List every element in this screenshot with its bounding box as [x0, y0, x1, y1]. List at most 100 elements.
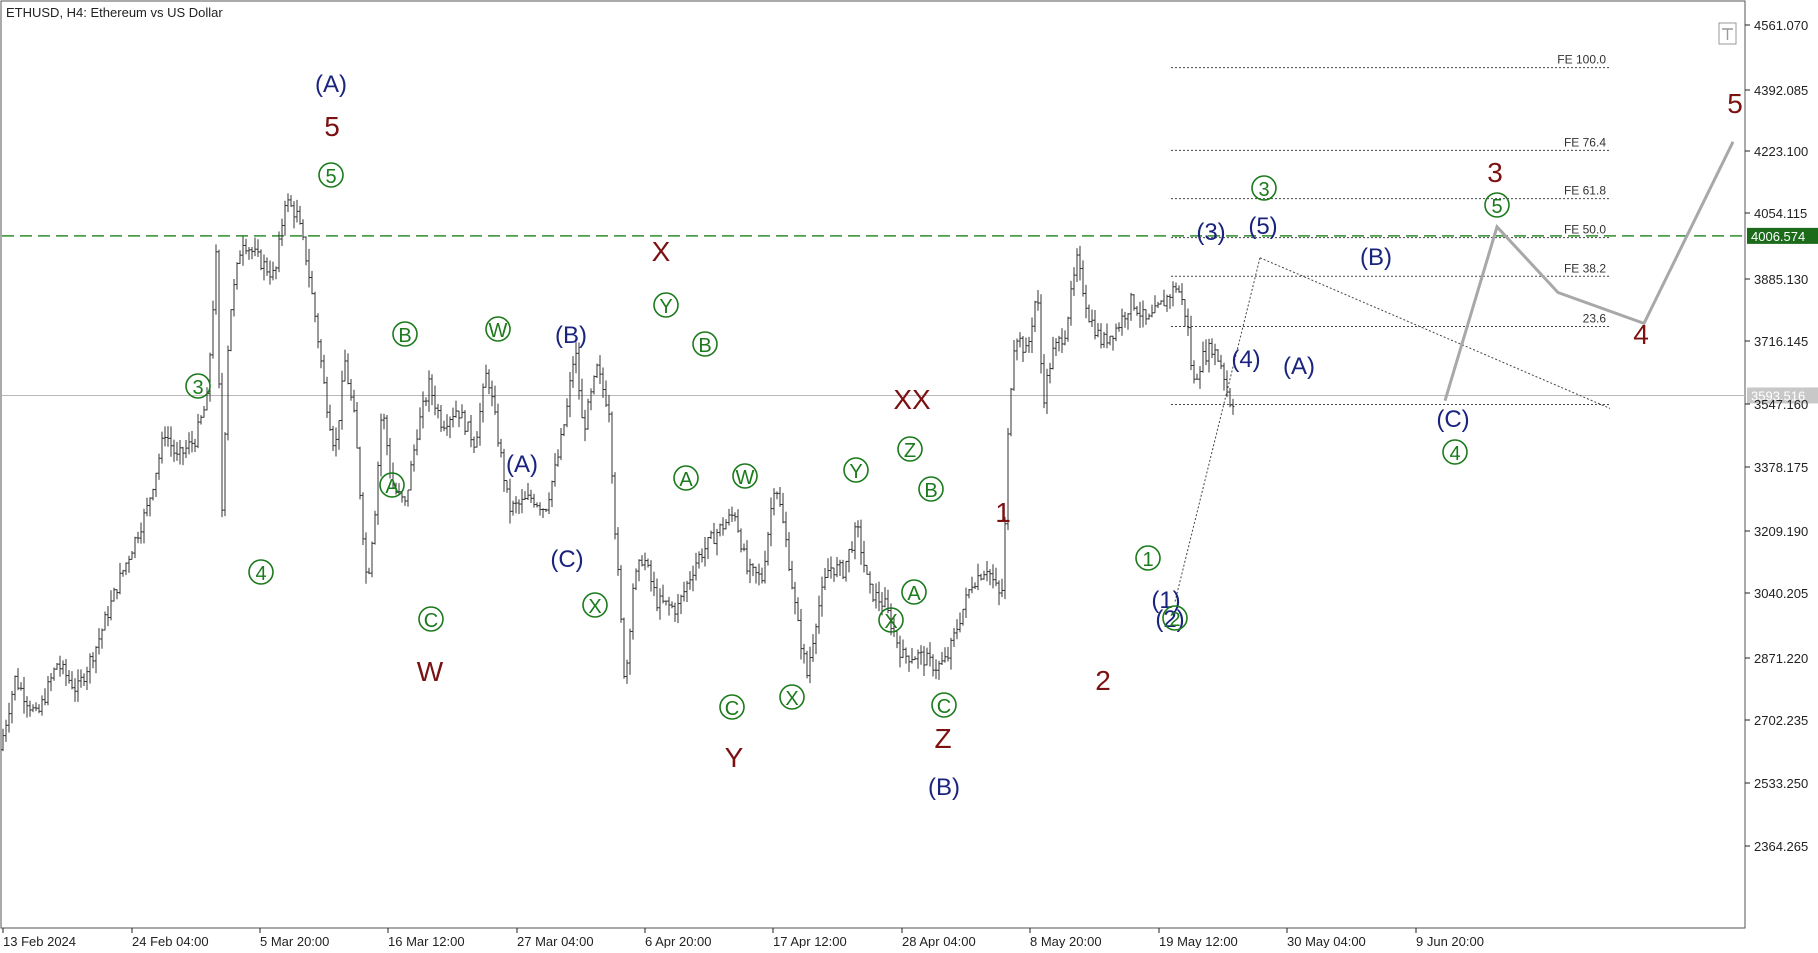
wave-label-circle	[901, 579, 927, 605]
time-tick-label: 16 Mar 12:00	[388, 934, 465, 948]
wave-label-green-circled: 3	[185, 373, 211, 399]
horizontal-levels: 4006.574 3593.516	[2, 227, 1818, 404]
wave-label-text: 4	[255, 563, 266, 585]
wave-label-text: B	[398, 325, 411, 347]
wave-label-green-circled: C	[931, 692, 957, 718]
wave-label-text: Y	[659, 296, 672, 318]
wave-label-text: A	[907, 583, 921, 605]
wave-label-green-circled: B	[692, 331, 718, 357]
time-tick-label: 24 Feb 04:00	[132, 934, 209, 948]
wave-label-circle	[719, 694, 745, 720]
wave-label-text: XX	[893, 384, 931, 415]
time-axis: 13 Feb 2024 24 Feb 04:00 5 Mar 20:00 16 Mar…	[2, 928, 1484, 949]
support-trendline	[1174, 257, 1261, 602]
wave-label-text: 5	[325, 166, 336, 188]
wave-label-circle	[897, 436, 923, 462]
wave-label-text: 4	[1633, 319, 1649, 350]
wave-label-navy: (B)	[1360, 244, 1392, 271]
wave-label-navy: (A)	[1283, 353, 1315, 380]
wave-label-text: X	[588, 596, 601, 618]
wave-label-circle	[653, 292, 679, 318]
fib-level-label: FE 76.4	[1564, 135, 1606, 149]
wave-label-text: Z	[904, 440, 916, 462]
wave-label-green-circled: A	[673, 465, 699, 491]
wave-label-text: 4	[1449, 443, 1460, 465]
price-tick-label: 4561.070	[1754, 18, 1808, 33]
time-tick-label: 9 Jun 20:00	[1416, 934, 1484, 948]
wave-label-green-circled: W	[732, 463, 758, 489]
wave-label-text: 2	[1169, 609, 1180, 631]
wave-label-text: X	[884, 611, 897, 633]
fib-level-label: FE 100.0	[1557, 53, 1606, 67]
wave-label-text: 3	[1487, 157, 1503, 188]
current-price-label: 3593.516	[1751, 388, 1805, 403]
wave-label-green-circled: C	[418, 606, 444, 632]
price-axis: 4561.070 4392.085 4223.100 4054.115 3885.130…	[1745, 18, 1808, 854]
wave-label-text: 5	[1491, 196, 1502, 218]
triangle-upper-trendline	[1259, 257, 1611, 409]
wave-label-text: W	[489, 320, 508, 342]
wave-label-navy: (B)	[928, 774, 960, 801]
price-tick-label: 3040.205	[1754, 586, 1808, 601]
wave-label-circle	[392, 321, 418, 347]
drawn-lines	[1174, 141, 1735, 602]
wave-label-green-circled: W	[485, 316, 511, 342]
wave-label-navy: (5)	[1248, 213, 1277, 240]
wave-label-green-circled: 4	[248, 559, 274, 585]
price-tick-label: 2871.220	[1754, 651, 1808, 666]
wave-label-text: (4)	[1231, 346, 1260, 373]
wave-label-circle	[1484, 192, 1510, 218]
price-tick-label: 3547.160	[1754, 397, 1808, 412]
wave-label-green-circled: B	[392, 321, 418, 347]
wave-label-navy: (4)	[1231, 346, 1260, 373]
wave-label-circle	[673, 465, 699, 491]
chart-title: ETHUSD, H4: Ethereum vs US Dollar	[6, 5, 223, 20]
wave-label-text: C	[424, 610, 438, 632]
scroll-toggle-icon[interactable]	[1718, 22, 1737, 45]
wave-label-maroon: Z	[934, 723, 951, 754]
wave-label-maroon: 5	[1727, 88, 1743, 119]
wave-label-text: 1	[1142, 549, 1153, 571]
wave-label-text: (A)	[1283, 353, 1315, 380]
wave-label-text: (C)	[1436, 406, 1469, 433]
wave-label-navy: (C)	[550, 546, 583, 573]
price-tick-label: 4392.085	[1754, 83, 1808, 98]
resistance-price-label: 4006.574	[1751, 229, 1805, 244]
wave-label-text: (B)	[555, 322, 587, 349]
wave-label-green-circled: 5	[318, 162, 344, 188]
time-tick-label: 13 Feb 2024	[3, 934, 76, 948]
time-tick-label: 27 Mar 04:00	[517, 934, 594, 948]
wave-label-green-circled: A	[901, 579, 927, 605]
wave-label-text: W	[736, 467, 755, 489]
wave-label-green-circled: 2	[1162, 605, 1188, 631]
time-tick-label: 28 Apr 04:00	[902, 934, 976, 948]
wave-label-navy: (C)	[1436, 406, 1469, 433]
wave-label-text: (A)	[506, 451, 538, 478]
wave-label-text: 1	[995, 497, 1011, 528]
wave-label-navy: (A)	[315, 71, 347, 98]
wave-label-circle	[918, 476, 944, 502]
wave-label-green-circled: C	[719, 694, 745, 720]
wave-label-text: (B)	[1360, 244, 1392, 271]
plot-frame	[0, 0, 1746, 929]
wave-label-text: 3	[192, 377, 203, 399]
time-tick-label: 6 Apr 20:00	[645, 934, 712, 948]
fib-level-label: 23.6	[1583, 312, 1607, 326]
price-tick-label: 3378.175	[1754, 460, 1808, 475]
wave-label-circle	[379, 472, 405, 498]
wave-label-circle	[248, 559, 274, 585]
wave-label-circle	[1162, 605, 1188, 631]
wave-label-circle	[1442, 439, 1468, 465]
projected-wave-path	[1443, 141, 1735, 402]
wave-label-text: 2	[1095, 665, 1111, 696]
wave-label-green-circled: Z	[897, 436, 923, 462]
wave-label-circle	[185, 373, 211, 399]
wave-label-text: A	[679, 469, 693, 491]
wave-label-green-circled: A	[379, 472, 405, 498]
wave-label-circle	[878, 607, 904, 633]
wave-label-green-circled: Y	[653, 292, 679, 318]
wave-label-circle	[1251, 175, 1277, 201]
fib-level-label: FE 50.0	[1564, 223, 1606, 237]
wave-label-circle	[732, 463, 758, 489]
